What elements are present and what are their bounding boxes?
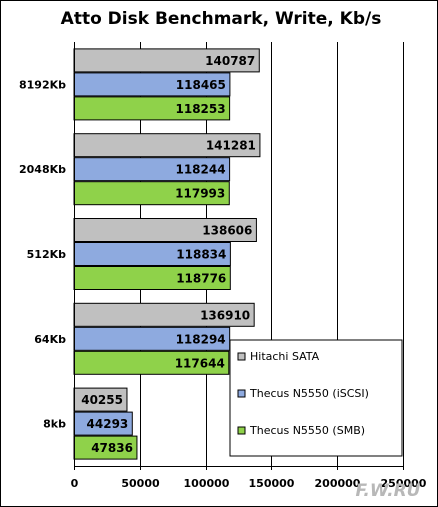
x-tick-label: 200000 [315,477,361,490]
category-label: 8192Kb [19,78,66,91]
data-label: 44293 [87,417,129,431]
x-tick-label: 150000 [249,477,295,490]
chart-title: Atto Disk Benchmark, Write, Kb/s [61,9,382,29]
data-label: 118834 [176,248,226,262]
data-label: 141281 [206,139,256,153]
x-tick-label: 0 [71,477,79,490]
legend-label: Thecus N5550 (iSCSI) [249,387,369,400]
data-label: 118776 [176,272,226,286]
data-label: 118253 [176,102,226,116]
data-label: 136910 [200,308,250,322]
category-label: 2048Kb [19,163,66,176]
data-label: 47836 [91,441,133,455]
data-label: 118294 [176,332,226,346]
x-tick-label: 50000 [121,477,160,490]
legend-label: Thecus N5550 (SMB) [249,424,365,437]
legend-box [229,339,403,457]
legend: Hitachi SATA Thecus N5550 (iSCSI) Thecus N… [229,339,403,457]
data-label: 140787 [205,54,255,68]
category-label: 512Kb [27,248,66,261]
data-label: 117993 [175,187,225,201]
x-tick-label: 250000 [381,477,427,490]
legend-swatch [237,389,246,398]
data-label: 138606 [202,224,252,238]
legend-label: Hitachi SATA [250,350,320,363]
category-label: 64Kb [34,333,66,346]
legend-swatch [237,426,246,435]
legend-swatch [237,352,246,361]
data-label: 118244 [175,163,225,177]
data-label: 40255 [81,393,123,407]
data-label: 117644 [175,356,225,370]
watermark-logo: F.W.RU [356,481,421,501]
category-label: 8kb [43,418,66,431]
x-tick-label: 100000 [184,477,230,490]
data-label: 118465 [176,78,226,92]
